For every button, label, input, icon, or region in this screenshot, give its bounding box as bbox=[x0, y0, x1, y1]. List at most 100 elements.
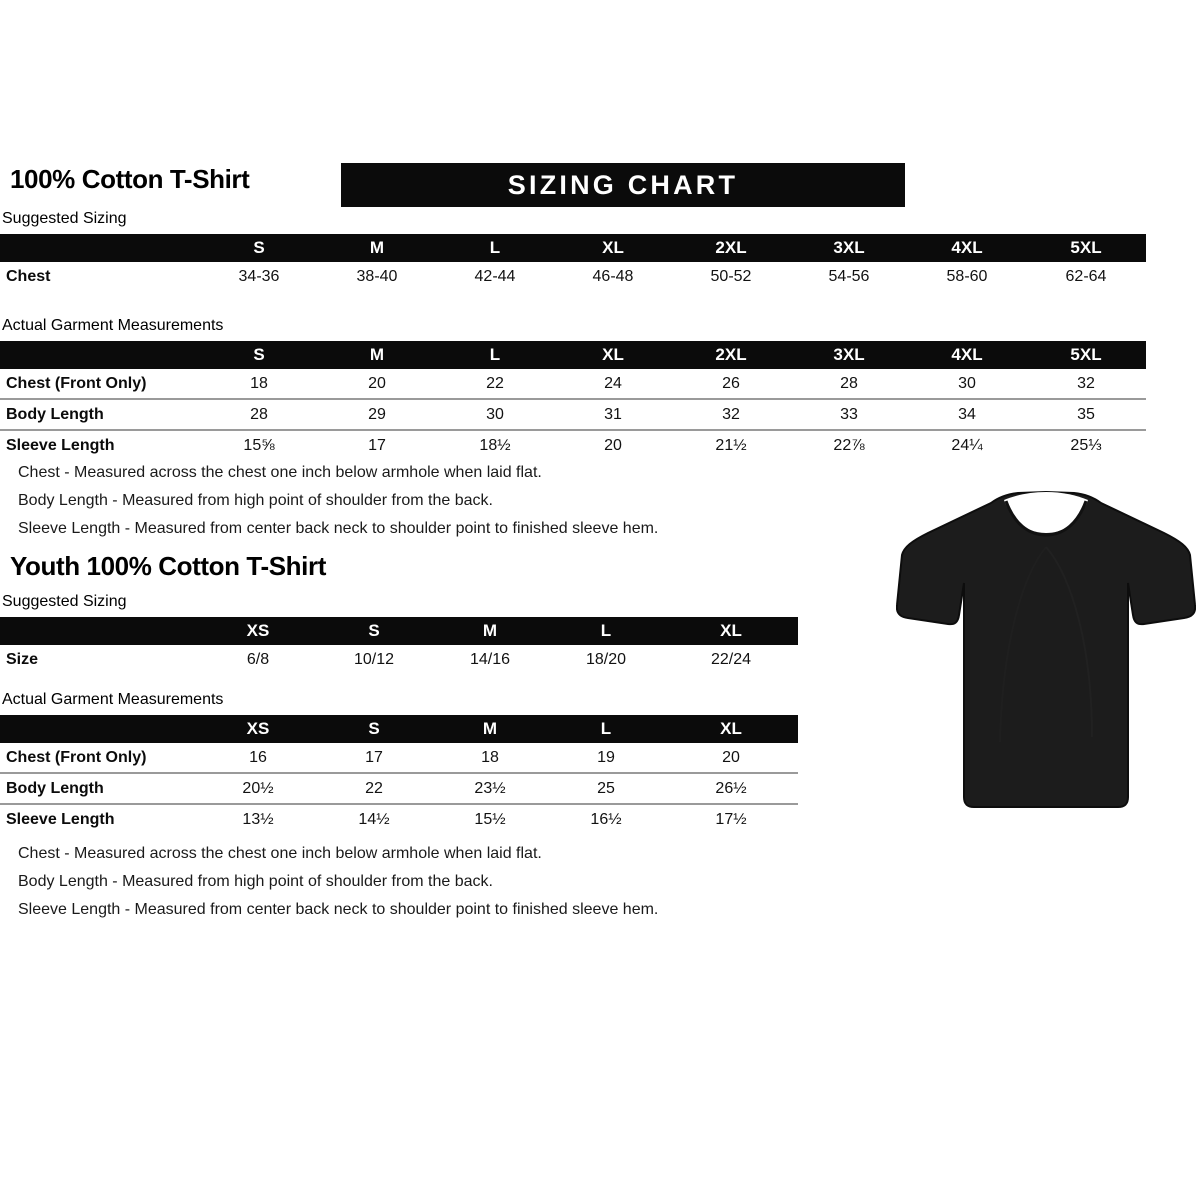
data-cell: 30 bbox=[958, 375, 976, 392]
table-row: Body Length 28 29 30 31 32 33 34 35 bbox=[0, 398, 1146, 430]
data-cell: 54-56 bbox=[828, 268, 870, 285]
youth-measurement-notes: Chest - Measured across the chest one in… bbox=[18, 840, 658, 924]
page-header: 100% Cotton T-Shirt SIZING CHART bbox=[0, 163, 1200, 209]
table-row: Chest (Front Only) 16 17 18 19 20 bbox=[0, 743, 798, 773]
data-cell: 25 bbox=[548, 772, 664, 804]
data-cell: 28 bbox=[200, 398, 318, 430]
data-cell: 31 bbox=[554, 398, 672, 430]
data-cell: 28 bbox=[840, 375, 858, 392]
data-cell: 6/8 bbox=[246, 651, 270, 668]
note-body-length: Body Length - Measured from high point o… bbox=[18, 492, 493, 509]
youth-suggested-sizing-label: Suggested Sizing bbox=[2, 593, 127, 610]
data-cell: 23½ bbox=[432, 772, 548, 804]
header-cell-rowlabel bbox=[0, 715, 200, 743]
data-cell: 20 bbox=[722, 749, 740, 766]
data-cell: 33 bbox=[790, 398, 908, 430]
data-cell: 50-52 bbox=[710, 268, 752, 285]
header-cell-size: XS bbox=[246, 621, 270, 640]
header-cell-size: XS bbox=[246, 719, 270, 738]
row-label: Size bbox=[6, 651, 39, 668]
data-cell: 62-64 bbox=[1065, 268, 1107, 285]
header-cell-size: M bbox=[482, 621, 498, 640]
header-cell-size: M bbox=[482, 719, 498, 738]
table-row: Size 6/8 10/12 14/16 18/20 22/24 bbox=[0, 645, 798, 674]
adult-actual-measurements-table: S M L XL 2XL 3XL 4XL 5XL Chest (Front On… bbox=[0, 341, 1146, 460]
header-cell-size: 5XL bbox=[1070, 238, 1102, 257]
data-cell: 22⅞ bbox=[790, 429, 908, 460]
data-cell: 18 bbox=[250, 375, 268, 392]
adult-suggested-sizing-label: Suggested Sizing bbox=[2, 210, 127, 227]
header-cell-size: 4XL bbox=[951, 238, 983, 257]
row-label: Chest bbox=[6, 268, 51, 285]
data-cell: 46-48 bbox=[592, 268, 634, 285]
header-cell-size: M bbox=[369, 345, 385, 364]
data-cell: 14½ bbox=[316, 803, 432, 834]
header-cell-size: 3XL bbox=[833, 238, 865, 257]
header-cell-size: S bbox=[253, 345, 265, 364]
tshirt-icon bbox=[896, 490, 1196, 808]
data-cell: 17 bbox=[365, 749, 383, 766]
table-row: Sleeve Length 15⅝ 17 18½ 20 21½ 22⅞ 24¼ … bbox=[0, 429, 1146, 460]
data-cell: 16½ bbox=[548, 803, 664, 834]
header-cell-size: S bbox=[253, 238, 265, 257]
data-cell: 22/24 bbox=[710, 651, 752, 668]
header-cell-size: 5XL bbox=[1070, 345, 1102, 364]
youth-suggested-sizing-table: XS S M L XL Size 6/8 10/12 14/16 18/20 2… bbox=[0, 617, 798, 674]
data-cell: 34-36 bbox=[238, 268, 280, 285]
data-cell: 24¼ bbox=[908, 429, 1026, 460]
note-sleeve-length: Sleeve Length - Measured from center bac… bbox=[18, 901, 659, 918]
header-cell-size: 3XL bbox=[833, 345, 865, 364]
row-label: Chest (Front Only) bbox=[6, 375, 147, 392]
table-row: Chest 34-36 38-40 42-44 46-48 50-52 54-5… bbox=[0, 262, 1146, 291]
header-cell-size: 2XL bbox=[715, 238, 747, 257]
table-header-row: S M L XL 2XL 3XL 4XL 5XL bbox=[0, 341, 1146, 369]
header-cell-size: XL bbox=[602, 345, 624, 364]
table-row: Body Length 20½ 22 23½ 25 26½ bbox=[0, 772, 798, 804]
header-cell-size: S bbox=[368, 621, 380, 640]
data-cell: 26 bbox=[722, 375, 740, 392]
header-cell-size: M bbox=[369, 238, 385, 257]
data-cell: 26½ bbox=[664, 772, 798, 804]
data-cell: 20 bbox=[554, 429, 672, 460]
data-cell: 13½ bbox=[200, 803, 316, 834]
data-cell: 21½ bbox=[672, 429, 790, 460]
row-label: Sleeve Length bbox=[0, 429, 200, 460]
youth-actual-measurements-table: XS S M L XL Chest (Front Only) 16 17 18 … bbox=[0, 715, 798, 834]
data-cell: 18 bbox=[481, 749, 499, 766]
data-cell: 18/20 bbox=[585, 651, 627, 668]
data-cell: 58-60 bbox=[946, 268, 988, 285]
data-cell: 22 bbox=[486, 375, 504, 392]
data-cell: 14/16 bbox=[469, 651, 511, 668]
note-chest: Chest - Measured across the chest one in… bbox=[18, 464, 542, 481]
youth-actual-measurements-label: Actual Garment Measurements bbox=[2, 691, 224, 708]
header-cell-size: XL bbox=[720, 719, 742, 738]
data-cell: 25⅓ bbox=[1026, 429, 1146, 460]
header-cell-size: 4XL bbox=[951, 345, 983, 364]
header-cell-size: L bbox=[489, 238, 501, 257]
header-cell-size: 2XL bbox=[715, 345, 747, 364]
data-cell: 34 bbox=[908, 398, 1026, 430]
data-cell: 15⅝ bbox=[200, 429, 318, 460]
header-cell-rowlabel bbox=[0, 341, 200, 369]
note-chest: Chest - Measured across the chest one in… bbox=[18, 845, 542, 862]
adult-measurement-notes: Chest - Measured across the chest one in… bbox=[18, 459, 658, 543]
data-cell: 35 bbox=[1026, 398, 1146, 430]
header-cell-size: L bbox=[489, 345, 501, 364]
data-cell: 24 bbox=[604, 375, 622, 392]
data-cell: 30 bbox=[436, 398, 554, 430]
row-label: Body Length bbox=[0, 772, 200, 804]
data-cell: 19 bbox=[597, 749, 615, 766]
table-header-row: S M L XL 2XL 3XL 4XL 5XL bbox=[0, 234, 1146, 262]
data-cell: 10/12 bbox=[353, 651, 395, 668]
note-sleeve-length: Sleeve Length - Measured from center bac… bbox=[18, 520, 659, 537]
header-cell-size: L bbox=[600, 719, 612, 738]
data-cell: 29 bbox=[318, 398, 436, 430]
data-cell: 17 bbox=[318, 429, 436, 460]
table-header-row: XS S M L XL bbox=[0, 617, 798, 645]
row-label: Body Length bbox=[0, 398, 200, 430]
header-cell-rowlabel bbox=[0, 234, 200, 262]
banner-title: SIZING CHART bbox=[507, 169, 739, 200]
table-row: Sleeve Length 13½ 14½ 15½ 16½ 17½ bbox=[0, 803, 798, 834]
header-cell-size: S bbox=[368, 719, 380, 738]
table-row: Chest (Front Only) 18 20 22 24 26 28 30 … bbox=[0, 369, 1146, 399]
